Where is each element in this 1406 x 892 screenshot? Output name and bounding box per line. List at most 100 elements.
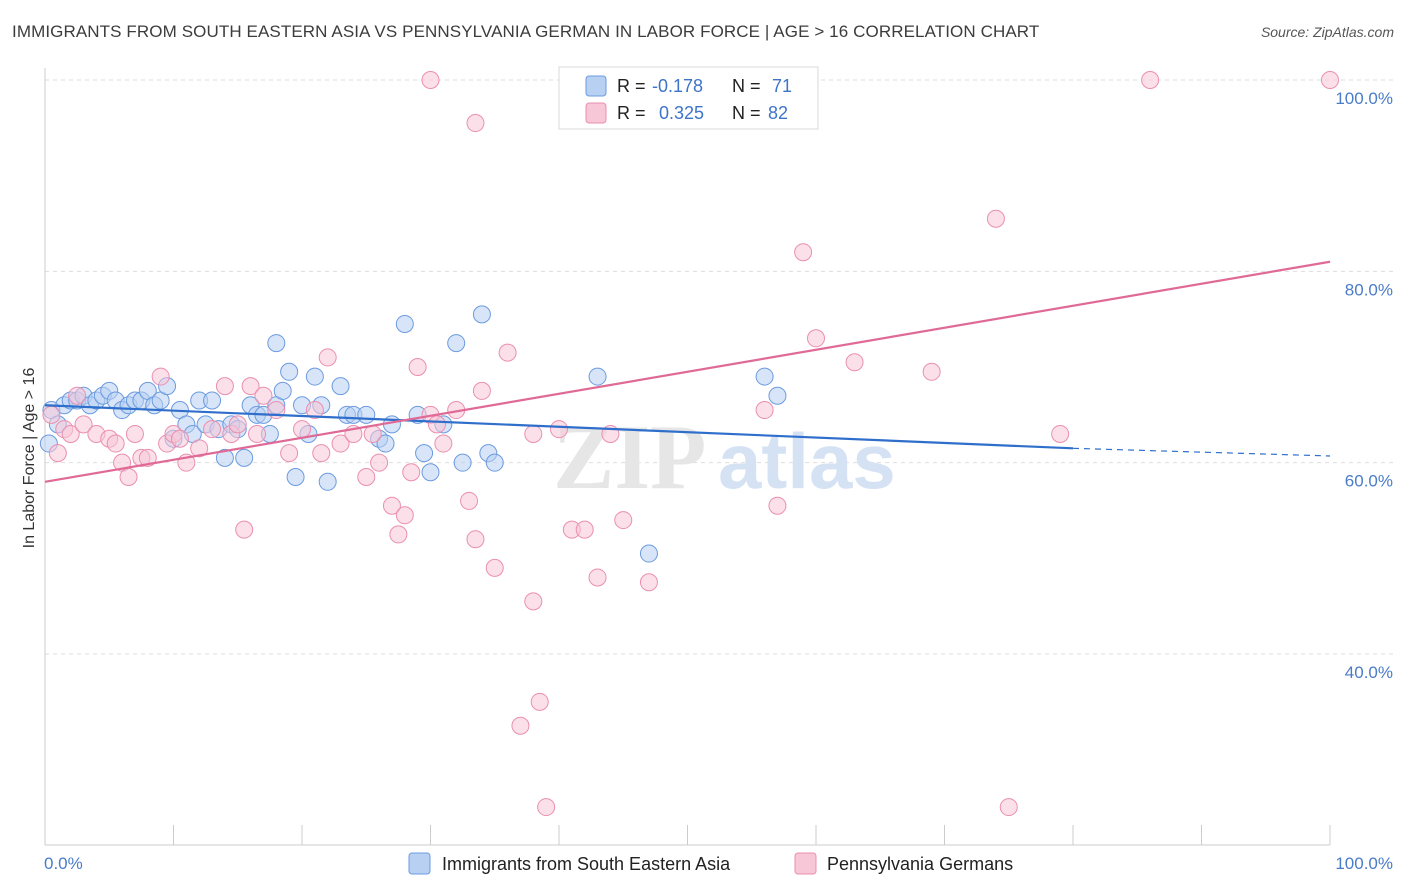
legend-swatch-pink	[585, 102, 607, 124]
point-pink	[427, 415, 446, 434]
point-pink	[588, 568, 607, 587]
point-blue	[273, 381, 292, 400]
point-pink	[312, 444, 331, 463]
point-blue	[357, 405, 376, 424]
trend-line-blue-extension	[1072, 447, 1331, 457]
point-blue	[395, 314, 414, 333]
point-blue	[453, 453, 472, 472]
point-blue	[305, 367, 324, 386]
point-pink	[485, 558, 504, 577]
point-pink	[1321, 71, 1339, 89]
legend-r-label-1: R =	[617, 76, 646, 96]
point-pink	[460, 491, 479, 510]
point-pink	[357, 468, 376, 487]
point-pink	[999, 798, 1018, 817]
point-pink	[524, 424, 543, 443]
point-blue	[235, 448, 254, 467]
point-pink	[42, 405, 61, 424]
watermark-atlas: atlas	[718, 417, 896, 505]
point-blue	[267, 334, 286, 353]
point-blue	[318, 472, 337, 491]
point-pink	[434, 434, 453, 453]
point-pink	[639, 573, 658, 592]
point-pink	[845, 353, 864, 372]
point-pink	[511, 716, 530, 735]
point-pink	[74, 415, 93, 434]
point-pink	[421, 71, 440, 89]
point-pink	[408, 358, 427, 376]
point-pink	[280, 444, 299, 463]
axes	[44, 68, 1331, 846]
point-pink	[537, 798, 556, 817]
series-label-1: Immigrants from South Eastern Asia	[442, 854, 731, 874]
point-pink	[318, 348, 337, 367]
point-pink	[305, 401, 324, 420]
point-pink	[48, 444, 67, 463]
point-pink	[466, 530, 485, 549]
point-pink	[138, 448, 157, 467]
point-blue	[286, 468, 305, 487]
trend-lines	[44, 260, 1331, 483]
point-pink	[466, 114, 485, 133]
legend-r-label-2: R =	[617, 103, 646, 123]
point-pink	[228, 415, 247, 434]
point-blue	[447, 334, 466, 353]
point-pink	[190, 439, 209, 458]
legend-n-label-2: N =	[732, 103, 761, 123]
point-pink	[125, 424, 144, 443]
point-pink	[922, 362, 941, 381]
point-pink	[986, 209, 1005, 228]
point-pink	[293, 420, 311, 439]
point-pink	[575, 520, 594, 539]
watermark-zip: ZIP	[553, 406, 706, 508]
point-pink	[170, 429, 189, 448]
legend-n-value-2: 82	[768, 103, 788, 123]
point-blue	[485, 453, 504, 472]
legend-r-value-1: -0.178	[652, 76, 703, 96]
trend-line-blue	[44, 404, 1074, 450]
point-pink	[794, 243, 813, 262]
series-legend: Immigrants from South Eastern Asia Penns…	[408, 852, 1013, 875]
point-pink	[370, 453, 389, 472]
stats-legend: R = -0.178 N = 71 R = 0.325 N = 82	[558, 66, 819, 130]
y-axis-label: In Labor Force | Age > 16	[21, 368, 38, 549]
point-pink	[389, 525, 408, 544]
point-blue	[215, 448, 234, 467]
point-pink	[106, 434, 125, 453]
chart-title: IMMIGRANTS FROM SOUTH EASTERN ASIA VS PE…	[12, 22, 1040, 41]
point-pink	[498, 343, 517, 362]
point-pink	[215, 377, 234, 396]
point-pink	[151, 367, 170, 386]
point-blue	[280, 362, 299, 381]
y-tick-label: 80.0%	[1345, 280, 1393, 299]
point-blue	[768, 386, 787, 405]
point-pink	[768, 496, 787, 515]
point-pink	[807, 329, 825, 348]
point-blue	[755, 367, 774, 386]
point-pink	[1051, 424, 1070, 443]
y-tick-label: 60.0%	[1345, 472, 1393, 491]
point-blue	[472, 305, 491, 324]
y-tick-label: 40.0%	[1345, 663, 1393, 682]
point-pink	[1141, 71, 1160, 89]
chart-source: Source: ZipAtlas.com	[1260, 24, 1394, 40]
point-pink	[235, 520, 254, 539]
point-pink	[614, 511, 633, 530]
point-pink	[68, 386, 87, 405]
point-blue	[415, 444, 434, 463]
point-pink	[472, 381, 491, 400]
trend-line-pink	[44, 260, 1331, 483]
x-tick-label-min: 0.0%	[44, 854, 83, 873]
point-pink	[248, 424, 267, 443]
legend-r-value-2: 0.325	[659, 103, 704, 123]
point-pink	[402, 463, 421, 482]
point-pink	[363, 424, 382, 443]
series-swatch-pink	[794, 852, 817, 875]
series-label-2: Pennsylvania Germans	[827, 854, 1013, 874]
point-pink	[61, 424, 80, 443]
point-blue	[331, 377, 350, 396]
point-pink	[241, 377, 260, 396]
point-pink	[524, 592, 543, 611]
point-blue	[421, 463, 440, 482]
